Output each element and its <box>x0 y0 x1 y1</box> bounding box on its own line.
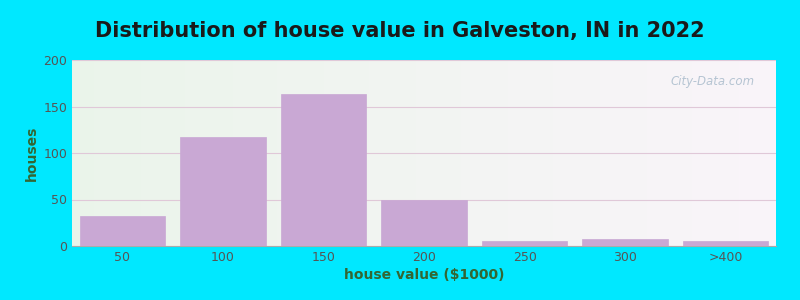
Bar <box>683 241 769 246</box>
X-axis label: house value ($1000): house value ($1000) <box>344 268 504 282</box>
Text: Distribution of house value in Galveston, IN in 2022: Distribution of house value in Galveston… <box>95 21 705 41</box>
Bar <box>180 137 266 246</box>
Text: City-Data.com: City-Data.com <box>670 75 755 88</box>
Bar <box>582 238 668 246</box>
Bar <box>382 200 466 246</box>
Bar <box>281 94 366 246</box>
Y-axis label: houses: houses <box>25 125 39 181</box>
Bar <box>482 241 567 246</box>
Bar <box>79 216 165 246</box>
